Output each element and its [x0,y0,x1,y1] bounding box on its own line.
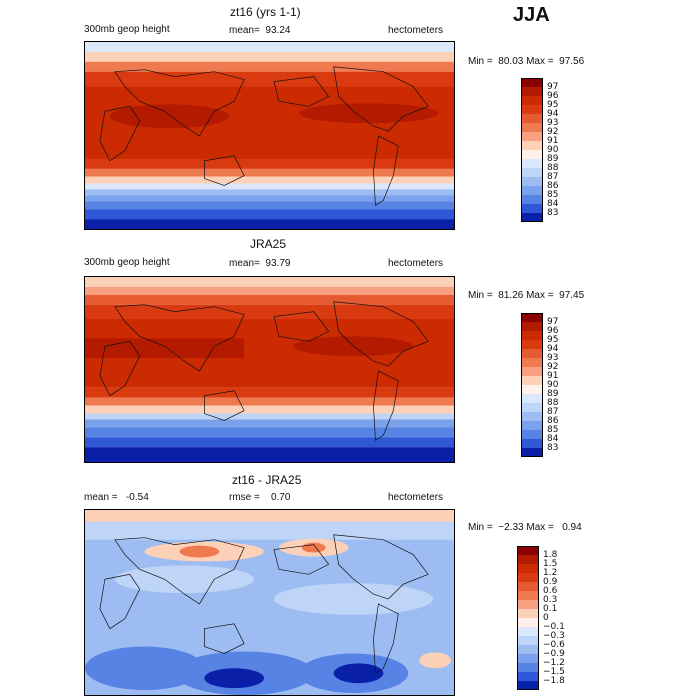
panel-2-colorbar-label: 84 [547,434,559,444]
panel-1-colorbar-label: 87 [547,172,559,182]
panel-3-colorbar-label: −0.1 [543,622,565,632]
panel-1-colorbar-label: 93 [547,118,559,128]
panel-3-colorbar-label: 1.8 [543,550,558,560]
panel-3-mean: mean = -0.54 [84,492,149,503]
panel-1-mean: mean= 93.24 [229,25,291,36]
panel-2-colorbar-label: 83 [547,443,559,453]
panel-2-colorbar-label: 94 [547,344,559,354]
panel-1-colorbar-label: 96 [547,91,559,101]
panel-2-colorbar-label: 86 [547,416,559,426]
panel-3-map [84,509,455,696]
panel-3-colorbar-label: 1.5 [543,559,558,569]
panel-2-colorbar-label: 92 [547,362,559,372]
panel-1-map [84,41,455,230]
panel-1-colorbar-label: 92 [547,127,559,137]
panel-2-colorbar-label: 95 [547,335,559,345]
panel-3-colorbar-label: 0.6 [543,586,558,596]
panel-3-colorbar-label: −1.5 [543,667,565,677]
panel-1-colorbar-label: 90 [547,145,559,155]
panel-2-colorbar-label: 97 [547,317,559,327]
panel-3-colorbar-frame [517,546,539,690]
panel-2-colorbar-label: 85 [547,425,559,435]
panel-2-minmax: Min = 81.26 Max = 97.45 [468,290,585,301]
panel-1-colorbar-label: 86 [547,181,559,191]
panel-3-colorbar-label: −0.9 [543,649,565,659]
panel-1-variable: 300mb geop height [84,24,170,35]
panel-3-colorbar-label: −1.8 [543,676,565,686]
panel-2-map [84,276,455,463]
panel-1-colorbar-label: 91 [547,136,559,146]
panel-3-colorbar-label: 0 [543,613,549,623]
panel-1-colorbar-label: 94 [547,109,559,119]
panel-2-mean: mean= 93.79 [229,258,291,269]
panel-2-units: hectometers [388,258,444,269]
panel-3-colorbar-label: −0.3 [543,631,565,641]
panel-1-contour-field [85,42,454,229]
panel-1-colorbar-label: 89 [547,154,559,164]
panel-2-colorbar-frame [521,313,543,457]
panel-1-colorbar-label: 84 [547,199,559,209]
panel-2-colorbar-label: 89 [547,389,559,399]
panel-3-colorbar-label: 0.3 [543,595,558,605]
panel-3-colorbar-label: −1.2 [543,658,565,668]
panel-1-colorbar-label: 83 [547,208,559,218]
season-label: JJA [513,4,550,26]
panel-2-colorbar-label: 87 [547,407,559,417]
panel-1-colorbar-label: 95 [547,100,559,110]
panel-3-colorbar-label: 1.2 [543,568,558,578]
panel-3-colorbar-label: −0.6 [543,640,565,650]
panel-2-colorbar-label: 88 [547,398,559,408]
panel-2-variable: 300mb geop height [84,257,170,268]
panel-3-contour-field [85,510,454,695]
panel-3-colorbar-label: 0.9 [543,577,558,587]
panel-1-minmax: Min = 80.03 Max = 97.56 [468,56,585,67]
panel-2-colorbar-label: 96 [547,326,559,336]
panel-2-colorbar-label: 90 [547,380,559,390]
panel-3-minmax: Min = −2.33 Max = 0.94 [468,522,582,533]
panel-3-rmse: rmse = 0.70 [229,492,291,503]
panel-3-colorbar-label: 0.1 [543,604,558,614]
panel-2-title: JRA25 [250,237,287,251]
panel-3-title: zt16 - JRA25 [232,473,302,487]
panel-1-colorbar-label: 88 [547,163,559,173]
panel-1-colorbar-label: 97 [547,82,559,92]
panel-1-title: zt16 (yrs 1-1) [230,5,301,19]
panel-2-contour-field [85,277,454,462]
panel-1-colorbar-label: 85 [547,190,559,200]
panel-2-colorbar-label: 93 [547,353,559,363]
panel-3-units: hectometers [388,492,444,503]
panel-1-colorbar-frame [521,78,543,222]
panel-1-units: hectometers [388,25,444,36]
panel-2-colorbar-label: 91 [547,371,559,381]
